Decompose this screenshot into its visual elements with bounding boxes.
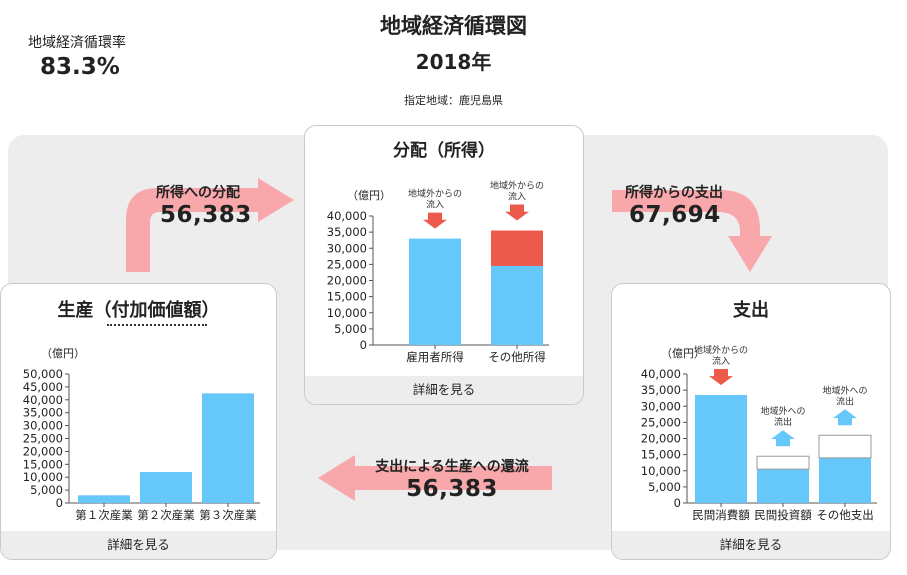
expenditure-y-tick-label: 20,000	[641, 432, 681, 446]
expenditure-outflow-arrow	[833, 409, 857, 426]
distribution-y-tick-label: 40,000	[327, 209, 367, 223]
expenditure-detail-button[interactable]: 詳細を見る	[612, 531, 890, 559]
production-chart: （億円） 05,00010,00015,00020,00025,00030,000…	[23, 347, 260, 522]
region-label: 指定地域：鹿児島県	[404, 94, 503, 107]
expenditure-bar-segment	[756, 455, 810, 470]
production-x-tick-label: 第３次産業	[199, 508, 257, 522]
distribution-y-tick-label: 35,000	[327, 225, 367, 239]
distribution-y-tick-label: 0	[360, 338, 367, 352]
production-title: 生産（付加価値額）	[57, 300, 220, 321]
flow-to-production: 支出による生産への還流 56,383	[352, 456, 552, 502]
expenditure-y-tick-label: 0	[674, 496, 681, 510]
expenditure-bar-main	[695, 394, 747, 503]
distribution-unit-label: （億円）	[347, 189, 391, 202]
flow-from-income-value: 67,694	[629, 202, 721, 228]
expenditure-annotation-line2: 流出	[774, 416, 792, 428]
flow-to-production-value: 56,383	[406, 476, 498, 502]
production-bar-main	[140, 472, 192, 503]
production-unit-label: （億円）	[41, 347, 85, 360]
circulation-rate-label: 地域経済循環率	[28, 35, 126, 51]
distribution-x-tick-label: その他所得	[488, 350, 546, 364]
distribution-y-tick-label: 20,000	[327, 274, 367, 288]
production-title-underline	[107, 324, 207, 326]
distribution-y-tick-label: 10,000	[327, 306, 367, 320]
distribution-title: 分配（所得）	[393, 141, 495, 161]
production-bar-main	[78, 495, 130, 503]
arrow-from-income	[612, 190, 772, 272]
expenditure-y-tick-label: 25,000	[641, 415, 681, 429]
expenditure-y-tick-label: 15,000	[641, 448, 681, 462]
expenditure-unit-label: （億円）	[661, 347, 705, 360]
expenditure-annotation-line2: 流出	[836, 395, 854, 407]
expenditure-x-tick-label: 民間消費額	[692, 508, 750, 522]
distribution-x-tick-label: 雇用者所得	[406, 350, 464, 364]
production-y-tick-label: 20,000	[23, 444, 63, 458]
expenditure-title: 支出	[733, 300, 769, 321]
expenditure-annotation-line2: 流入	[712, 355, 730, 367]
distribution-chart: （億円） 0 5,000 10,000 15,000 20,000 25,000 30,000…	[327, 180, 549, 364]
circulation-rate-value: 83.3%	[40, 54, 120, 80]
production-y-tick-label: 45,000	[23, 380, 63, 394]
distribution-annotation-line1: 地域外からの	[408, 188, 462, 200]
production-x-tick-label: 第２次産業	[137, 508, 195, 522]
page-year: 2018年	[415, 50, 492, 74]
distribution-inflow-arrow	[505, 204, 529, 221]
flow-to-production-label: 支出による生産への還流	[375, 459, 529, 475]
production-y-tick-label: 10,000	[23, 470, 63, 484]
expenditure-bar-segment	[818, 434, 872, 459]
expenditure-annotation-line1: 地域外への	[822, 384, 867, 396]
distribution-y-tick-label: 30,000	[327, 241, 367, 255]
expenditure-outflow-arrow	[771, 430, 795, 447]
flow-from-income-label: 所得からの支出	[625, 185, 723, 201]
expenditure-y-tick-label: 35,000	[641, 383, 681, 397]
expenditure-chart: （億円） 0 5,000 10,000 15,000 20,000 25,000 30,000…	[641, 344, 877, 522]
production-detail-button[interactable]: 詳細を見る	[1, 531, 276, 559]
expenditure-x-tick-label: その他支出	[816, 508, 874, 522]
production-y-tick-label: 40,000	[23, 393, 63, 407]
flow-to-income-label: 所得への分配	[156, 185, 240, 201]
distribution-y-tick-label: 25,000	[327, 257, 367, 271]
expenditure-annotation-line1: 地域外への	[760, 405, 805, 417]
page-title: 地域経済循環図	[380, 14, 527, 38]
distribution-inflow-arrow	[423, 212, 447, 229]
distribution-bar-main	[409, 238, 461, 345]
distribution-bar-main	[491, 265, 543, 345]
expenditure-x-tick-label: 民間投資額	[754, 508, 812, 522]
expenditure-y-tick-label: 5,000	[648, 480, 681, 494]
expenditure-panel: 支出 （億円） 0 5,000 10,000 15,000 20,000 25,000 30,…	[611, 283, 891, 560]
production-y-tick-label: 15,000	[23, 457, 63, 471]
expenditure-y-tick-label: 30,000	[641, 399, 681, 413]
production-y-tick-label: 30,000	[23, 419, 63, 433]
production-y-tick-label: 5,000	[30, 483, 63, 497]
distribution-y-tick-label: 5,000	[334, 322, 367, 336]
production-bar-main	[202, 393, 254, 503]
distribution-annotation-line2: 流入	[426, 199, 444, 211]
expenditure-annotation-line1: 地域外からの	[694, 344, 748, 356]
production-x-tick-label: 第１次産業	[75, 508, 133, 522]
arrow-to-income	[126, 178, 294, 272]
expenditure-y-tick-label: 40,000	[641, 367, 681, 381]
expenditure-inflow-arrow	[709, 368, 733, 385]
distribution-annotation-line1: 地域外からの	[490, 180, 544, 192]
distribution-y-tick-label: 15,000	[327, 290, 367, 304]
flow-from-income: 所得からの支出 67,694	[625, 182, 723, 228]
distribution-bar-segment	[491, 230, 543, 266]
production-y-tick-label: 35,000	[23, 406, 63, 420]
distribution-panel: 分配（所得） （億円） 0 5,000 10,000 15,000 20,000 25,00…	[304, 125, 584, 405]
flow-to-income-value: 56,383	[160, 202, 252, 228]
expenditure-y-tick-label: 10,000	[641, 464, 681, 478]
flow-to-income: 所得への分配 56,383	[156, 182, 252, 228]
distribution-annotation-line2: 流入	[508, 191, 526, 203]
production-y-tick-label: 25,000	[23, 432, 63, 446]
distribution-detail-button[interactable]: 詳細を見る	[305, 376, 583, 404]
arrow-to-production	[318, 455, 552, 501]
expenditure-bar-main	[757, 469, 809, 503]
production-y-tick-label: 50,000	[23, 367, 63, 381]
production-y-tick-label: 0	[56, 496, 63, 510]
expenditure-bar-main	[819, 457, 871, 503]
production-panel: 生産（付加価値額） （億円） 0 5,000 10,000 15,000 20,000 25…	[0, 283, 277, 560]
